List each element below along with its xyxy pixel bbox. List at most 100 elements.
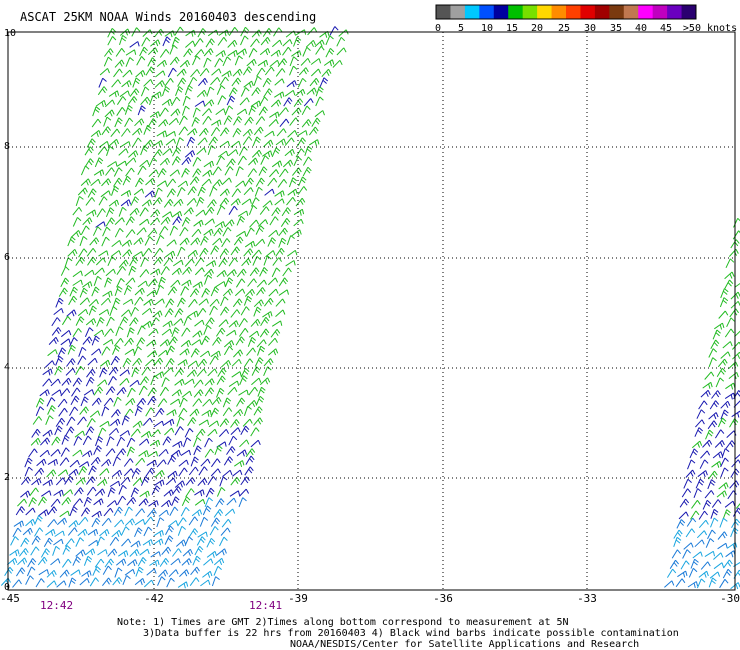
wind-barb <box>732 230 740 240</box>
wind-barb <box>61 497 72 506</box>
wind-barb <box>247 278 257 287</box>
wind-barb <box>691 500 701 509</box>
wind-barb <box>38 509 49 517</box>
wind-barb <box>302 166 312 177</box>
wind-barb <box>154 479 165 487</box>
wind-barb <box>140 257 149 268</box>
wind-barb <box>83 555 93 566</box>
wind-barb <box>244 240 256 248</box>
wind-barb <box>267 237 277 247</box>
wind-barb <box>260 316 270 326</box>
wind-barb <box>176 187 186 197</box>
wind-barb <box>222 397 232 408</box>
wind-barb <box>104 99 116 108</box>
wind-barb <box>85 376 95 387</box>
wind-barb <box>111 185 120 196</box>
wind-barb <box>72 217 82 227</box>
wind-barb <box>121 80 132 88</box>
wind-barb <box>244 288 255 297</box>
wind-barb <box>185 488 195 498</box>
wind-barb <box>211 68 222 76</box>
wind-barb <box>99 529 110 537</box>
wind-barb <box>235 336 245 346</box>
wind-barb <box>218 150 229 158</box>
wind-barb <box>243 358 254 368</box>
legend-swatch <box>667 5 683 19</box>
wind-barb <box>113 167 123 177</box>
wind-barb <box>80 396 89 407</box>
wind-barb <box>192 107 201 118</box>
wind-barb <box>120 526 130 536</box>
wind-barb <box>55 297 64 308</box>
wind-barb <box>203 325 212 335</box>
wind-barb <box>178 459 189 467</box>
wind-barb <box>697 470 708 478</box>
wind-barb <box>91 397 102 406</box>
wind-barb <box>161 98 173 106</box>
wind-barb <box>157 398 168 408</box>
wind-barb <box>124 104 133 115</box>
wind-barb <box>147 118 157 128</box>
legend-swatch <box>508 5 524 19</box>
wind-barb <box>48 336 59 345</box>
wind-barb <box>187 417 197 427</box>
wind-barb <box>177 77 187 87</box>
wind-barb <box>263 366 272 377</box>
wind-barb <box>269 59 280 67</box>
wind-barb <box>708 470 718 480</box>
wind-barb <box>307 27 318 36</box>
wind-barb <box>114 59 125 68</box>
wind-barb <box>108 138 120 147</box>
wind-barb <box>217 95 227 105</box>
wind-barb <box>55 355 64 366</box>
wind-barb <box>147 396 157 406</box>
wind-barb <box>64 538 75 547</box>
wind-barb <box>97 478 108 487</box>
wind-barb <box>702 439 713 448</box>
wind-barb <box>203 228 214 236</box>
wind-barb <box>291 107 302 116</box>
wind-barb <box>65 426 75 436</box>
wind-barb <box>237 210 249 217</box>
wind-barb <box>221 70 232 78</box>
wind-barb <box>193 219 204 227</box>
wind-barb <box>147 350 158 358</box>
swath-time-label-2: 12:41 <box>249 599 283 612</box>
wind-barb <box>724 279 734 290</box>
wind-barb <box>698 519 709 529</box>
wind-barb <box>198 466 208 476</box>
wind-barb <box>248 205 258 215</box>
wind-barb <box>696 409 706 419</box>
legend-swatch <box>594 5 610 19</box>
wind-barb <box>205 487 215 498</box>
wind-barb <box>732 507 740 517</box>
wind-barb <box>95 221 106 228</box>
wind-barb <box>718 310 729 319</box>
wind-barb <box>130 428 141 437</box>
wind-barb <box>264 66 275 76</box>
wind-barb <box>256 279 267 288</box>
wind-barb <box>270 329 281 338</box>
wind-barb <box>180 449 191 457</box>
wind-barb <box>183 437 192 448</box>
legend-swatch <box>522 5 538 19</box>
wind-barb <box>699 459 709 469</box>
wind-barb <box>256 67 266 77</box>
wind-barb <box>153 248 164 257</box>
wind-barb <box>156 59 167 67</box>
wind-barb <box>159 386 169 396</box>
wind-barb <box>91 335 100 346</box>
wind-barb <box>197 478 208 487</box>
wind-barb <box>226 497 237 506</box>
wind-barb <box>190 566 200 576</box>
wind-barb <box>287 188 298 196</box>
wind-barb <box>253 126 264 136</box>
wind-barb <box>251 249 262 258</box>
wind-barb <box>698 570 709 578</box>
wind-barb <box>107 376 117 386</box>
wind-barb <box>732 341 740 350</box>
wind-barb <box>224 219 235 228</box>
legend-label: 5 <box>458 23 464 34</box>
wind-barb <box>218 258 228 268</box>
wind-barb <box>69 286 78 297</box>
